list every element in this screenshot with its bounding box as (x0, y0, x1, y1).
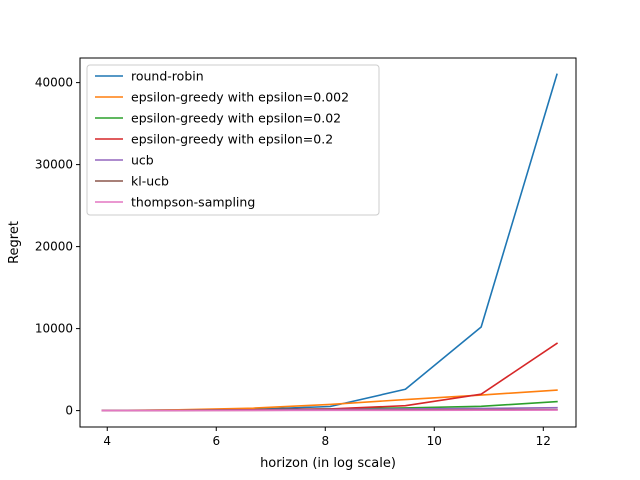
x-tick-label: 4 (103, 434, 111, 448)
y-tick-label: 30000 (35, 158, 73, 172)
legend-label: ucb (131, 153, 154, 168)
plot-frame (79, 57, 577, 428)
legend-label: epsilon-greedy with epsilon=0.02 (131, 111, 341, 126)
x-axis-label: horizon (in log scale) (260, 456, 396, 471)
y-axis-label: Regret (7, 221, 22, 264)
legend-label: thompson-sampling (131, 195, 255, 210)
x-tick-label: 6 (212, 434, 220, 448)
y-tick-label: 20000 (35, 240, 73, 254)
legend-label: epsilon-greedy with epsilon=0.002 (131, 90, 349, 105)
x-tick-label: 8 (321, 434, 329, 448)
series-lines (101, 73, 559, 412)
y-tick-label: 0 (65, 404, 73, 418)
legend-entries: round-robin epsilon-greedy with epsilon=0… (95, 69, 349, 210)
legend-label: epsilon-greedy with epsilon=0.2 (131, 132, 333, 147)
legend-label: kl-ucb (131, 174, 169, 189)
legend-box (86, 64, 380, 216)
x-tick-label: 10 (427, 434, 442, 448)
y-tick-label: 10000 (35, 322, 73, 336)
legend-label: round-robin (131, 69, 204, 84)
y-axis-ticks: 0 10000 20000 30000 40000 (35, 76, 80, 418)
y-tick-label: 40000 (35, 76, 73, 90)
x-axis-ticks: 4 6 8 10 12 (103, 427, 551, 448)
legend: round-robin epsilon-greedy with epsilon=0… (86, 64, 380, 216)
x-tick-label: 12 (536, 434, 551, 448)
